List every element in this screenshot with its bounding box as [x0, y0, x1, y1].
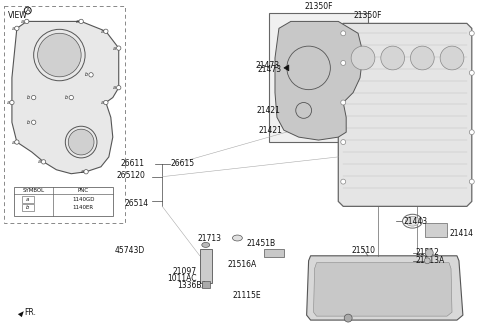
Text: 26514: 26514 [124, 199, 148, 208]
Text: b: b [27, 120, 30, 125]
Text: A: A [25, 8, 30, 13]
Text: a: a [100, 29, 103, 34]
Circle shape [425, 249, 433, 257]
Polygon shape [338, 23, 472, 206]
Polygon shape [313, 263, 452, 316]
Text: 21115E: 21115E [232, 291, 261, 300]
Text: 21516A: 21516A [228, 260, 257, 269]
Circle shape [381, 46, 405, 70]
Ellipse shape [232, 235, 242, 241]
Text: 26615: 26615 [170, 159, 194, 168]
Text: 265120: 265120 [117, 171, 145, 180]
Bar [22, 196, 34, 203]
Text: a: a [100, 100, 103, 105]
Text: 21473: 21473 [256, 61, 280, 71]
Text: 21350F: 21350F [354, 11, 382, 20]
Bar [269, 13, 368, 142]
Ellipse shape [406, 216, 420, 226]
Circle shape [104, 29, 108, 33]
Text: 21097: 21097 [173, 267, 197, 276]
Text: SYMBOL: SYMBOL [23, 188, 45, 193]
Polygon shape [12, 21, 119, 174]
Circle shape [104, 100, 108, 105]
Text: FR.: FR. [24, 308, 36, 317]
Circle shape [15, 140, 19, 144]
Circle shape [469, 71, 474, 75]
Circle shape [341, 31, 346, 36]
Bar [264, 249, 284, 257]
Polygon shape [275, 21, 363, 140]
Circle shape [15, 26, 19, 31]
Text: 21414: 21414 [449, 229, 473, 237]
Polygon shape [307, 256, 463, 320]
Text: a: a [12, 140, 14, 145]
Circle shape [37, 33, 81, 77]
Text: b: b [65, 95, 68, 100]
Circle shape [341, 100, 346, 105]
Bar [14, 187, 113, 216]
Circle shape [69, 95, 73, 100]
Text: 21350F: 21350F [304, 2, 333, 10]
Circle shape [79, 19, 84, 24]
Circle shape [410, 46, 434, 70]
Text: b: b [84, 72, 88, 77]
Polygon shape [18, 311, 24, 317]
Text: a: a [113, 46, 116, 51]
Circle shape [10, 100, 14, 105]
Text: a: a [38, 159, 41, 164]
Circle shape [24, 19, 29, 24]
Text: 21713: 21713 [198, 235, 222, 243]
Circle shape [41, 160, 46, 164]
Circle shape [469, 130, 474, 135]
Text: a: a [76, 19, 79, 24]
Polygon shape [284, 65, 289, 71]
Text: 45743D: 45743D [114, 246, 144, 256]
Text: 21421: 21421 [258, 126, 282, 135]
Text: b: b [27, 95, 30, 100]
Circle shape [117, 46, 121, 50]
Text: VIEW: VIEW [8, 10, 28, 20]
Circle shape [344, 314, 352, 322]
Circle shape [341, 140, 346, 145]
Ellipse shape [202, 242, 210, 247]
Text: 21473: 21473 [258, 65, 282, 74]
Bar [22, 204, 34, 211]
Bar [202, 280, 210, 288]
Text: 1140GD: 1140GD [72, 197, 95, 202]
Text: a: a [81, 169, 84, 174]
Circle shape [84, 170, 88, 174]
Text: 1011AC: 1011AC [168, 274, 197, 283]
Circle shape [351, 46, 375, 70]
Text: 21510: 21510 [351, 246, 375, 256]
Circle shape [341, 60, 346, 65]
Text: 21513A: 21513A [415, 256, 444, 265]
Text: 1140ER: 1140ER [72, 205, 94, 210]
Text: 21421: 21421 [256, 106, 280, 115]
Circle shape [341, 179, 346, 184]
Text: 21451B: 21451B [247, 239, 276, 248]
Circle shape [469, 31, 474, 36]
Circle shape [424, 258, 430, 264]
Bar [425, 223, 447, 237]
Text: 21443: 21443 [404, 217, 428, 226]
Circle shape [32, 120, 36, 124]
Text: PNC: PNC [78, 188, 89, 193]
Text: a: a [26, 197, 29, 202]
Circle shape [117, 86, 121, 90]
Text: a: a [6, 100, 10, 105]
Circle shape [469, 179, 474, 184]
Text: b: b [26, 205, 29, 210]
Text: 1336BA: 1336BA [177, 281, 207, 290]
Text: a: a [113, 85, 116, 90]
Text: 26611: 26611 [120, 159, 144, 168]
Bar [200, 249, 212, 283]
Circle shape [89, 72, 93, 77]
Text: a: a [12, 26, 14, 31]
Circle shape [32, 95, 36, 100]
Text: a: a [21, 19, 24, 24]
Text: 21512: 21512 [415, 248, 439, 257]
Circle shape [68, 129, 94, 155]
Circle shape [440, 46, 464, 70]
